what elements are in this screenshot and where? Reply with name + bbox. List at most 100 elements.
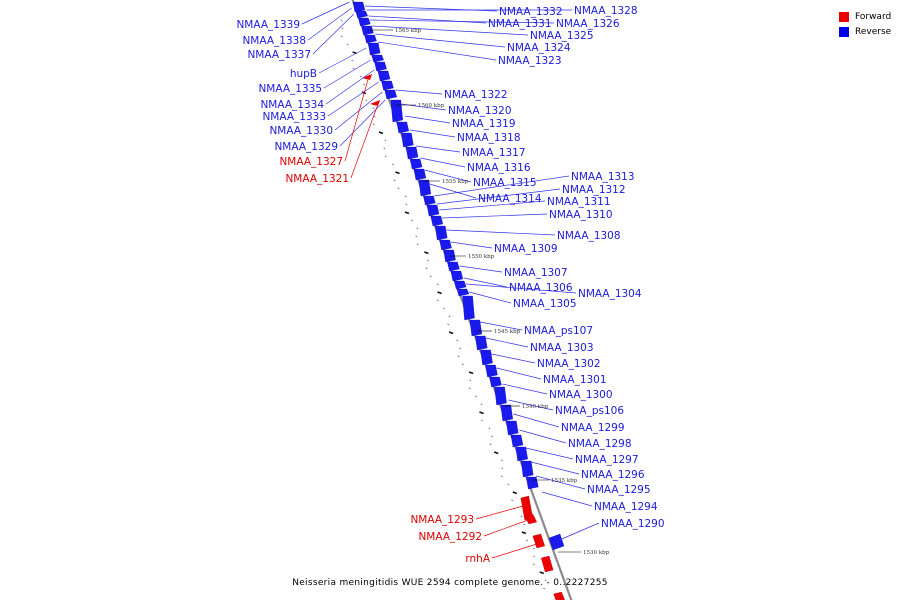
gene-label-nmaa-ps106[interactable]: NMAA_ps106	[555, 405, 624, 417]
track-tick	[520, 515, 523, 518]
gene-label-hupb[interactable]: hupB	[290, 68, 317, 80]
gene-label-rnha[interactable]: rnhA	[465, 553, 490, 565]
leader-line	[466, 283, 577, 294]
gene-label-nmaa-1312[interactable]: NMAA_1312	[562, 184, 626, 196]
track-tick	[410, 219, 413, 222]
gene-label-nmaa-1300[interactable]: NMAA_1300	[549, 389, 613, 401]
gene-label-nmaa-1318[interactable]: NMAA_1318	[457, 132, 521, 144]
gene-label-nmaa-1297[interactable]: NMAA_1297	[575, 454, 639, 466]
gene-label-nmaa-1302[interactable]: NMAA_1302	[537, 358, 601, 370]
gene-arrow-forward	[370, 100, 380, 106]
gene-label-nmaa-1330[interactable]: NMAA_1330	[269, 125, 333, 137]
leader-line	[483, 519, 529, 537]
kbp-label: 1535 kbp	[551, 478, 578, 484]
track-tick	[456, 339, 459, 342]
gene-label-nmaa-1332[interactable]: NMAA_1332	[499, 6, 563, 18]
gene-label-nmaa-1294[interactable]: NMAA_1294	[594, 501, 658, 513]
gene-block-reverse	[480, 349, 493, 366]
gene-label-nmaa-1333[interactable]: NMAA_1333	[262, 111, 326, 123]
leader-line	[442, 213, 548, 219]
gene-block-reverse	[475, 335, 488, 351]
gene-label-nmaa-1309[interactable]: NMAA_1309	[494, 243, 558, 255]
gene-label-nmaa-1327[interactable]: NMAA_1327	[279, 156, 343, 168]
gene-label-nmaa-1325[interactable]: NMAA_1325	[530, 30, 594, 42]
gene-label-nmaa-1292[interactable]: NMAA_1292	[418, 531, 482, 543]
gene-label-nmaa-1304[interactable]: NMAA_1304	[578, 288, 642, 300]
leader-line	[502, 383, 548, 395]
leader-line	[410, 129, 456, 138]
kbp-label: 1540 kbp	[522, 404, 549, 410]
gene-label-nmaa-1313[interactable]: NMAA_1313	[571, 171, 635, 183]
leader-line	[446, 229, 556, 236]
gene-label-nmaa-1329[interactable]: NMAA_1329	[274, 141, 338, 153]
track-tick	[372, 107, 375, 110]
gene-label-nmaa-1331[interactable]: NMAA_1331	[488, 18, 552, 30]
gene-label-nmaa-1337[interactable]: NMAA_1337	[247, 49, 311, 61]
gene-label-nmaa-1306[interactable]: NMAA_1306	[509, 282, 573, 294]
leader-line	[334, 91, 383, 131]
gene-label-nmaa-1315[interactable]: NMAA_1315	[473, 177, 537, 189]
gene-label-nmaa-1310[interactable]: NMAA_1310	[549, 209, 613, 221]
gene-label-nmaa-1305[interactable]: NMAA_1305	[513, 298, 577, 310]
gene-label-nmaa-1303[interactable]: NMAA_1303	[530, 342, 594, 354]
gene-block-reverse	[485, 364, 498, 378]
track-tick	[340, 19, 343, 22]
track-tick	[488, 427, 491, 430]
track-tick	[533, 555, 536, 558]
gene-label-nmaa-1311[interactable]: NMAA_1311	[547, 196, 611, 208]
track-tick	[436, 299, 439, 302]
gene-block-reverse	[396, 121, 409, 134]
gene-block-reverse	[377, 70, 391, 82]
gene-label-nmaa-1295[interactable]: NMAA_1295	[587, 484, 651, 496]
leader-line	[519, 429, 567, 444]
leader-line	[496, 367, 542, 380]
gene-label-nmaa-1296[interactable]: NMAA_1296	[581, 469, 645, 481]
leader-line	[307, 7, 352, 41]
track-tick	[393, 179, 396, 182]
track-tick	[384, 155, 387, 158]
leader-line	[541, 491, 593, 507]
gene-label-nmaa-1335[interactable]: NMAA_1335	[258, 83, 322, 95]
legend-swatch-reverse	[839, 26, 849, 37]
gene-label-nmaa-1317[interactable]: NMAA_1317	[462, 147, 526, 159]
gene-label-nmaa-1334[interactable]: NMAA_1334	[260, 99, 324, 111]
gene-block-reverse	[358, 17, 371, 27]
gene-label-nmaa-1298[interactable]: NMAA_1298	[568, 438, 632, 450]
genome-caption: Neisseria meningitidis WUE 2594 complete…	[292, 578, 608, 588]
gene-label-nmaa-1328[interactable]: NMAA_1328	[574, 5, 638, 17]
track-tick	[468, 371, 474, 375]
gene-label-nmaa-1326[interactable]: NMAA_1326	[556, 18, 620, 30]
gene-label-nmaa-1324[interactable]: NMAA_1324	[507, 42, 571, 54]
gene-block-forward	[524, 513, 537, 525]
track-tick	[526, 539, 529, 542]
gene-label-nmaa-1319[interactable]: NMAA_1319	[452, 118, 516, 130]
gene-label-nmaa-1316[interactable]: NMAA_1316	[467, 162, 531, 174]
gene-block-reverse	[384, 89, 397, 100]
gene-label-nmaa-1322[interactable]: NMAA_1322	[444, 89, 508, 101]
gene-label-nmaa-1308[interactable]: NMAA_1308	[557, 230, 621, 242]
gene-label-nmaa-1338[interactable]: NMAA_1338	[242, 35, 306, 47]
gene-label-nmaa-1323[interactable]: NMAA_1323	[498, 55, 562, 67]
track-tick	[507, 483, 510, 486]
gene-block-reverse	[515, 446, 528, 462]
gene-label-nmaa-1293[interactable]: NMAA_1293	[410, 514, 474, 526]
leader-line	[350, 105, 378, 179]
leader-line	[513, 413, 560, 428]
gene-label-nmaa-1314[interactable]: NMAA_1314	[478, 193, 542, 205]
gene-label-nmaa-1339[interactable]: NMAA_1339	[236, 19, 300, 31]
gene-label-nmaa-1321[interactable]: NMAA_1321	[285, 173, 349, 185]
gene-block-reverse	[355, 10, 368, 19]
gene-label-nmaa-1301[interactable]: NMAA_1301	[543, 374, 607, 386]
gene-label-nmaa-ps107[interactable]: NMAA_ps107	[524, 325, 593, 337]
gene-block-reverse	[390, 99, 403, 123]
track-tick	[469, 379, 472, 382]
gene-block-reverse	[439, 239, 452, 251]
gene-labels: NMAA_1339 NMAA_1338 NMAA_1337 hupB NMAA_1335…	[236, 5, 664, 565]
gene-label-nmaa-1299[interactable]: NMAA_1299	[561, 422, 625, 434]
gene-label-nmaa-1290[interactable]: NMAA_1290	[601, 518, 665, 530]
track-tick	[532, 563, 535, 566]
legend-item-reverse: Reverse	[839, 24, 891, 39]
gene-label-nmaa-1320[interactable]: NMAA_1320	[448, 105, 512, 117]
gene-label-nmaa-1307[interactable]: NMAA_1307	[504, 267, 568, 279]
gene-block-forward	[553, 591, 565, 600]
